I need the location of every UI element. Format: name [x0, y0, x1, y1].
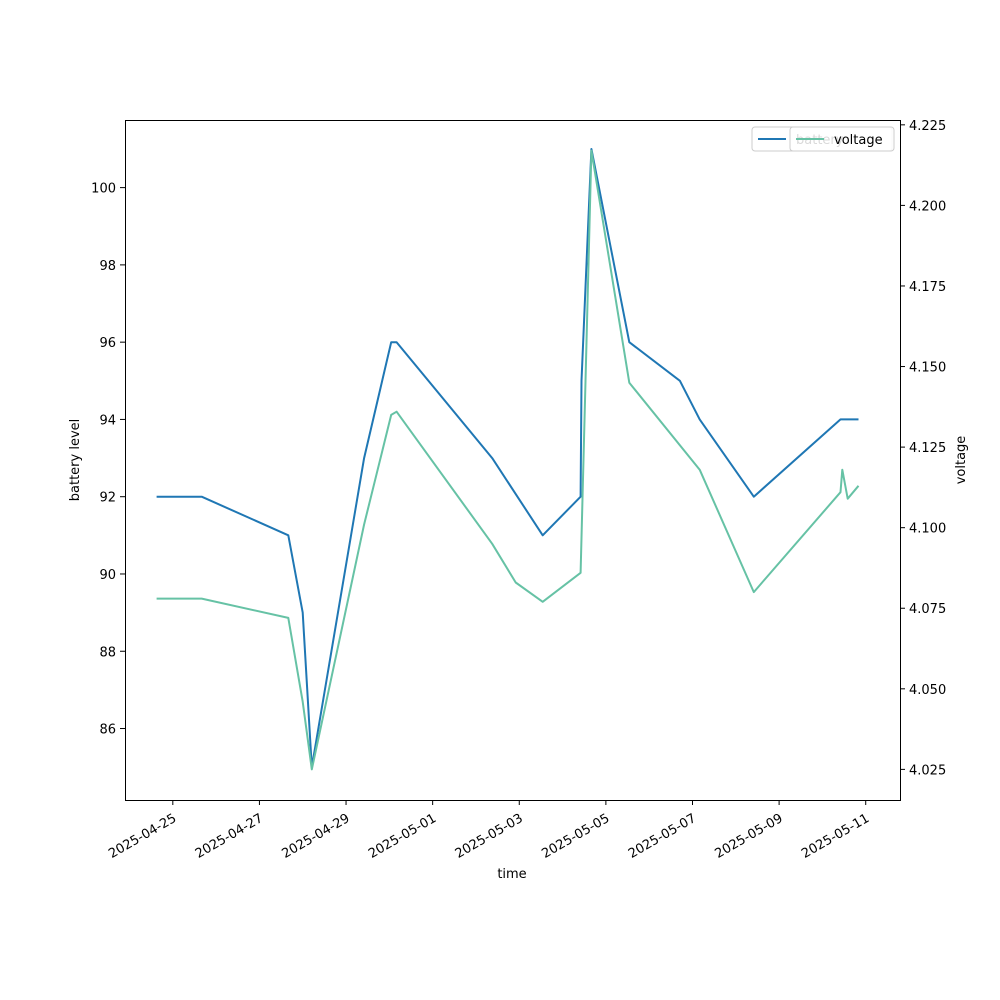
y2-tick-label: 4.225 — [909, 119, 946, 134]
y-tick-label: 86 — [99, 723, 116, 738]
y2-axis-title: voltage — [954, 436, 969, 485]
y-tick-label: 98 — [99, 259, 116, 274]
legend-voltage: voltage — [789, 126, 895, 152]
y2-tick-label: 4.100 — [909, 522, 946, 537]
y-tick-label: 92 — [99, 491, 116, 506]
series-line-battery — [156, 148, 859, 769]
y2-tick-label: 4.175 — [909, 280, 946, 295]
y-tick-label: 90 — [99, 568, 116, 583]
y2-tick-label: 4.125 — [909, 441, 946, 456]
y-axis-title: battery level — [68, 419, 83, 502]
x-axis-title: time — [497, 867, 526, 882]
series-layer — [156, 148, 860, 771]
y2-tick-label: 4.150 — [909, 361, 946, 376]
y-tick-label: 96 — [99, 336, 116, 351]
y2-tick-label: 4.050 — [909, 683, 946, 698]
y2-tick-label: 4.025 — [909, 763, 946, 778]
y-tick-label: 100 — [91, 182, 116, 197]
y2-tick-label: 4.200 — [909, 199, 946, 214]
plot-frame — [125, 120, 901, 801]
y-axis-left: 86 88 90 92 94 96 98 100 — [91, 182, 125, 738]
y-tick-label: 94 — [99, 413, 116, 428]
y2-tick-label: 4.075 — [909, 602, 946, 617]
y-axis-right: 4.025 4.050 4.075 4.100 4.125 4.150 4.175 4.200… — [900, 119, 946, 778]
y-tick-label: 88 — [99, 645, 116, 660]
legend-box — [789, 126, 895, 152]
legend-label-voltage: voltage — [834, 133, 883, 148]
series-line-voltage — [156, 149, 860, 771]
